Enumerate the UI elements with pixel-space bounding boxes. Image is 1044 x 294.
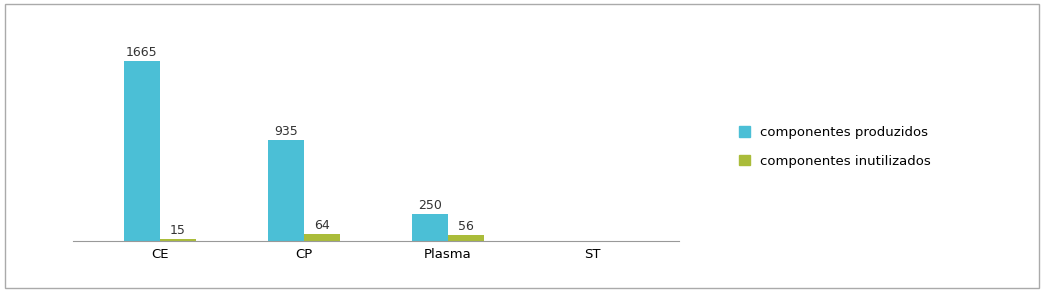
Bar (304, 234, 339, 241)
Text: 15: 15 (170, 224, 186, 237)
Legend: componentes produzidos, componentes inutilizados: componentes produzidos, componentes inut… (739, 126, 931, 168)
Bar (160, 239, 195, 241)
Bar (267, 140, 304, 241)
Text: 250: 250 (418, 199, 442, 212)
Text: 56: 56 (458, 220, 474, 233)
Text: 1665: 1665 (125, 46, 158, 59)
Bar (123, 61, 160, 241)
Bar (412, 214, 448, 241)
Bar (448, 235, 484, 241)
Text: 64: 64 (314, 219, 330, 232)
Text: 935: 935 (274, 125, 298, 138)
